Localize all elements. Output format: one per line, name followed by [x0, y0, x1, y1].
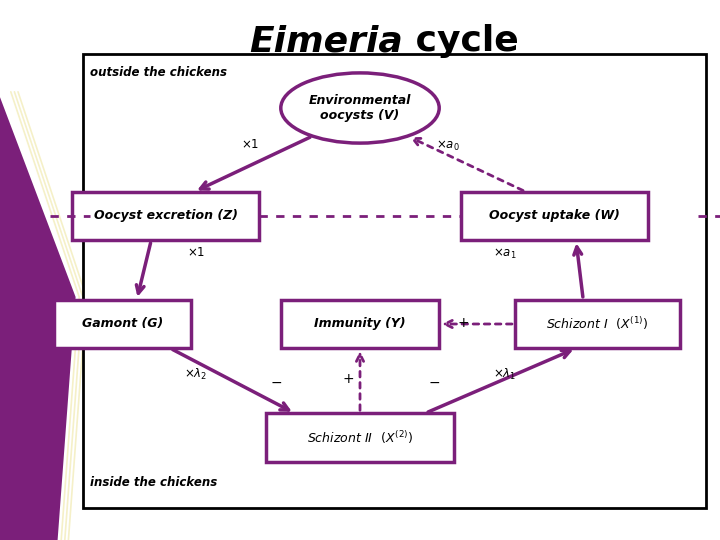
Text: outside the chickens: outside the chickens — [90, 65, 227, 79]
Text: Oocyst uptake (W): Oocyst uptake (W) — [489, 210, 620, 222]
Text: $\it{Schizont\ I}$  $(X^{(1)})$: $\it{Schizont\ I}$ $(X^{(1)})$ — [546, 315, 649, 333]
Text: $\times 1$: $\times 1$ — [187, 246, 205, 260]
Text: Environmental
oocysts (V): Environmental oocysts (V) — [309, 94, 411, 122]
Text: $-$: $-$ — [428, 375, 441, 389]
Text: $-$: $-$ — [270, 375, 282, 389]
Ellipse shape — [281, 73, 439, 143]
Text: Oocyst excretion (Z): Oocyst excretion (Z) — [94, 210, 238, 222]
Text: $\it{Schizont\ II}$  $(X^{(2)})$: $\it{Schizont\ II}$ $(X^{(2)})$ — [307, 429, 413, 446]
Text: $\times a_0$: $\times a_0$ — [436, 138, 459, 153]
Text: $\times \lambda_2$: $\times \lambda_2$ — [184, 367, 207, 382]
FancyBboxPatch shape — [266, 413, 454, 462]
Text: $\times \lambda_1$: $\times \lambda_1$ — [493, 367, 516, 382]
FancyBboxPatch shape — [72, 192, 259, 240]
Text: Immunity (Y): Immunity (Y) — [314, 318, 406, 330]
Text: Gamont (G): Gamont (G) — [82, 318, 163, 330]
Text: Eimeria: Eimeria — [249, 24, 403, 58]
FancyBboxPatch shape — [83, 54, 706, 508]
FancyBboxPatch shape — [461, 192, 648, 240]
Text: $+$: $+$ — [457, 316, 469, 330]
FancyBboxPatch shape — [515, 300, 680, 348]
FancyBboxPatch shape — [54, 300, 191, 348]
FancyBboxPatch shape — [281, 300, 439, 348]
Text: $\times a_1$: $\times a_1$ — [493, 246, 517, 261]
Text: $+$: $+$ — [342, 373, 354, 387]
Text: cycle: cycle — [403, 24, 519, 58]
Polygon shape — [0, 97, 76, 540]
Text: inside the chickens: inside the chickens — [90, 476, 217, 489]
Text: $\times 1$: $\times 1$ — [241, 138, 259, 152]
